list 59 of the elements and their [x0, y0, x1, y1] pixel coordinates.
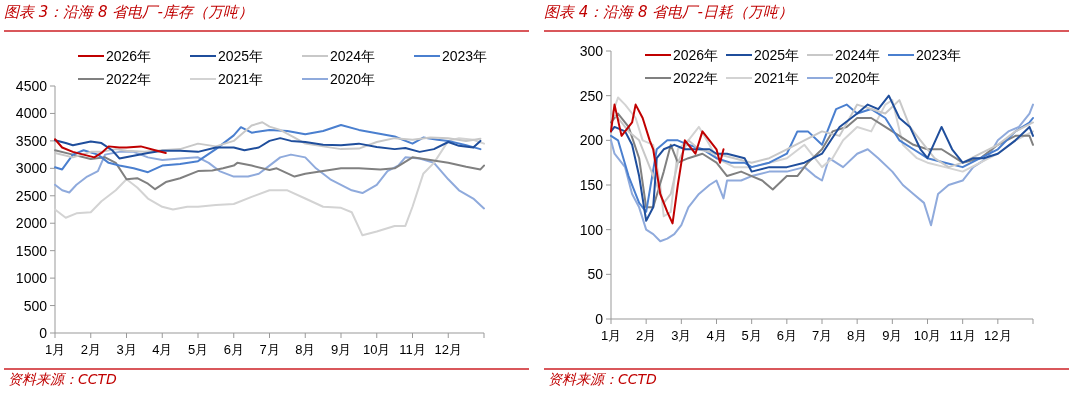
text: 资料来源：CCTD [548, 371, 657, 389]
legend-label: 2026年 [106, 48, 152, 64]
y-tick-label: 4000 [15, 105, 48, 122]
y-tick-label: 150 [579, 177, 604, 193]
chart-title: 图表 3：沿海 8 省电厂-库存（万吨） [4, 3, 253, 22]
x-tick-label: 5月 [187, 342, 209, 357]
x-tick-label: 3月 [116, 342, 137, 357]
chart-title: 图表 4：沿海 8 省电厂-日耗（万吨） [544, 3, 793, 22]
x-tick-label: 6月 [776, 328, 797, 343]
y-tick-label: 300 [579, 43, 604, 59]
x-tick-label: 12月 [434, 342, 462, 357]
y-tick-label: 3000 [15, 160, 48, 177]
x-tick-label: 3月 [671, 328, 692, 343]
y-tick-label: 3500 [15, 132, 48, 149]
x-tick-label: 12月 [984, 328, 1012, 343]
y-tick-label: 2000 [15, 215, 48, 232]
x-tick-label: 2月 [636, 328, 657, 343]
x-tick-label: 1月 [44, 342, 66, 357]
x-tick-label: 8月 [295, 342, 316, 357]
legend-label: 2020年 [835, 70, 881, 86]
legend-label: 2021年 [218, 71, 264, 87]
x-tick-label: 5月 [741, 328, 762, 343]
y-tick-label: 0 [39, 325, 48, 341]
legend-label: 2025年 [754, 47, 800, 63]
legend-label: 2026年 [673, 47, 719, 63]
y-tick-label: 200 [579, 132, 604, 149]
legend-label: 2023年 [442, 48, 488, 64]
legend-label: 2021年 [754, 70, 800, 86]
x-tick-label: 4月 [152, 342, 173, 357]
y-tick-label: 4500 [15, 78, 48, 94]
x-tick-label: 2月 [80, 342, 101, 357]
x-tick-label: 7月 [811, 328, 833, 343]
x-tick-label: 11月 [399, 342, 426, 357]
text: 资料来源：CCTD [8, 371, 117, 389]
x-tick-label: 7月 [259, 342, 280, 357]
y-tick-label: 50 [587, 266, 604, 283]
legend-label: 2020年 [330, 71, 376, 87]
y-tick-label: 100 [579, 221, 604, 238]
x-tick-label: 9月 [882, 328, 903, 343]
y-tick-label: 0 [595, 311, 604, 327]
y-tick-label: 500 [23, 297, 48, 314]
y-tick-label: 1500 [15, 242, 48, 259]
y-tick-label: 2500 [15, 187, 48, 204]
legend-label: 2022年 [106, 71, 152, 87]
x-tick-label: 1月 [600, 328, 622, 343]
y-tick-label: 1000 [15, 270, 48, 287]
x-tick-label: 11月 [949, 328, 976, 343]
legend-label: 2022年 [673, 70, 719, 86]
x-tick-label: 10月 [363, 342, 391, 357]
x-tick-label: 4月 [706, 328, 727, 343]
y-tick-label: 250 [579, 87, 604, 104]
legend-label: 2025年 [218, 48, 264, 64]
legend-label: 2024年 [330, 48, 376, 64]
x-tick-label: 9月 [330, 342, 352, 357]
legend-label: 2024年 [835, 47, 881, 63]
legend-label: 2023年 [916, 47, 962, 63]
x-tick-label: 6月 [223, 342, 244, 357]
x-tick-label: 10月 [913, 328, 942, 343]
x-tick-label: 8月 [847, 328, 868, 343]
